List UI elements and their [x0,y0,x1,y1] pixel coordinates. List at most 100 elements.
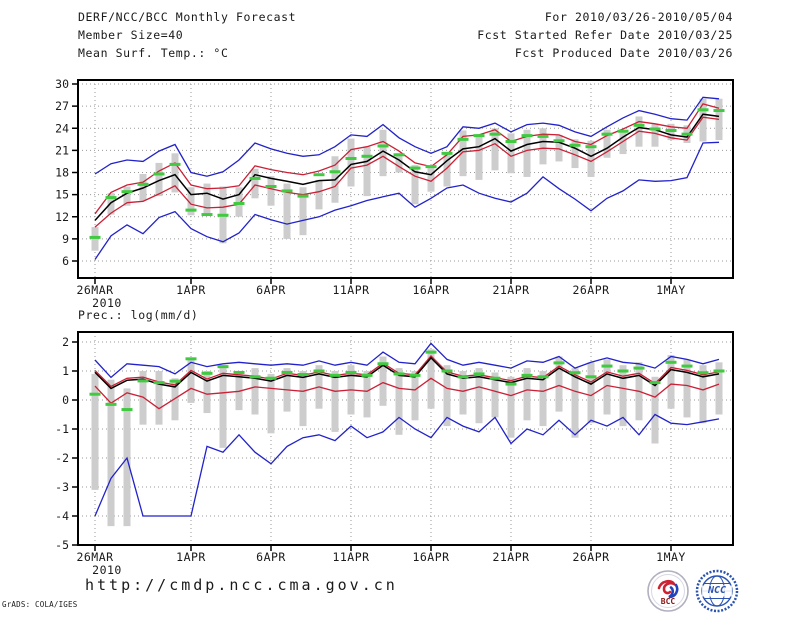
spread-bar [395,153,403,173]
spread-bar [331,371,339,432]
spread-bar [715,362,723,415]
spread-bar [267,176,275,206]
ensemble-min-line [94,141,720,260]
x-axis-year-label: 2010 [92,296,122,310]
median-dash [345,156,357,160]
ensemble-max-line [94,96,720,177]
median-dash [169,379,181,383]
y-tick-label: -1 [55,422,69,436]
median-dash [505,140,517,144]
median-dash [697,371,709,375]
y-tick-label: 2 [62,335,69,349]
median-dash [377,362,389,366]
median-dash [105,196,117,200]
gridlines [72,332,733,551]
median-dash [649,127,661,131]
spread-bar [123,186,131,206]
median-dash [569,143,581,147]
median-dash [249,176,261,180]
x-tick-label: 6APR [256,283,286,297]
median-dash [601,364,613,368]
spread-bar [299,371,307,427]
ensemble-max-line [94,342,720,379]
x-tick-label: 1MAY [656,550,686,564]
spread-bar [507,376,515,438]
spread-bar [299,187,307,236]
spread-bar [379,129,387,177]
median-dash [409,166,421,170]
median-dash [489,376,501,380]
median-dash [249,375,261,379]
median-dash [265,376,277,380]
spread-bar [475,368,483,424]
spread-bar [267,373,275,434]
spread-bar [619,131,627,155]
x-tick-label: 26APR [572,283,609,297]
spread-bar [107,379,115,527]
y-tick-label: 21 [55,143,69,157]
spread-bar [491,372,499,418]
source-url: http://cmdp.ncc.cma.gov.cn [85,576,398,594]
median-dash [665,360,677,364]
median-dash [265,185,277,189]
y-tick-label: 0 [62,393,69,407]
ncc-logo-label: NCC [707,585,727,596]
median-dash [457,375,469,379]
spread-bar [107,193,115,215]
spread-bar [651,376,659,444]
spread-bar [539,128,547,165]
median-dash [217,365,229,369]
median-dash [313,173,325,177]
median-dash [121,190,133,194]
median-dash [553,361,565,365]
spread-bar [251,168,259,199]
spread-bar [555,134,563,162]
x-tick-label: 21APR [492,283,529,297]
spread-bar [363,371,371,418]
spread-bar [443,153,451,187]
spread-bar [603,129,611,158]
bcc-logo: BCC [647,570,689,612]
median-dash [313,369,325,373]
median-dash [393,372,405,376]
spread-bar [587,362,595,424]
median-dash [105,402,117,406]
spread-bar [491,128,499,171]
spread-bar [683,359,691,418]
x-tick-label: 11APR [332,283,369,297]
spread-bar [571,368,579,438]
median-dash [649,381,661,385]
y-tick-label: 12 [55,210,69,224]
x-tick-label: 16APR [412,283,449,297]
y-tick-label: -5 [55,538,69,552]
median-dash [137,182,149,186]
x-tick-label: 21APR [492,550,529,564]
median-dash [345,370,357,374]
x-tick-label: 11APR [332,550,369,564]
lower-quartile-line [94,116,720,228]
median-dash [137,379,149,383]
spread-bar [459,371,467,415]
spread-bar [155,162,163,197]
bcc-logo-label: BCC [660,597,676,606]
median-dash [89,235,101,239]
forecast-range-label: For 2010/03/26-2010/05/04 [544,10,733,24]
spread-bar [523,368,531,421]
spread-bar [171,153,179,193]
ncc-logo: NCC [692,569,742,613]
spread-bar [587,140,595,177]
median-dash [713,109,725,113]
spread-bar [459,130,467,177]
grads-credit: GrADS: COLA/IGES [2,600,78,609]
y-tick-label: 27 [55,99,69,113]
median-dash [473,134,485,138]
y-tick-label: 1 [62,364,69,378]
y-tick-label: 9 [62,232,69,246]
spread-bar [667,355,675,409]
median-dash [361,373,373,377]
spread-bar [187,359,195,403]
median-dash [697,108,709,112]
